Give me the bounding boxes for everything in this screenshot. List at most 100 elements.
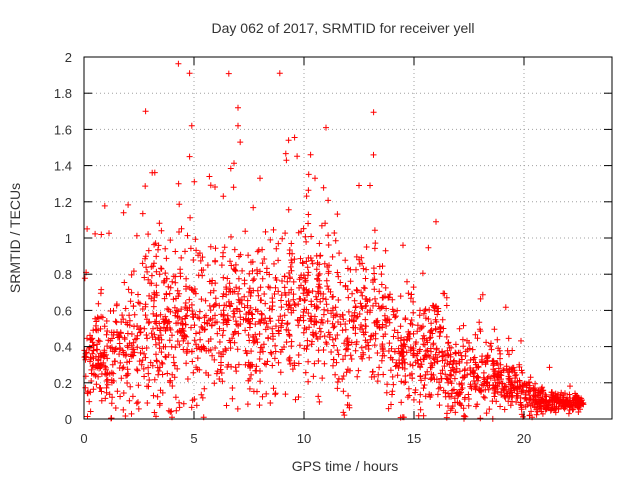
data-point [283,326,290,333]
data-point [314,276,321,283]
data-point [142,255,148,262]
data-point [407,361,414,368]
y-tick-label: 0.8 [54,267,72,282]
data-point [447,407,454,414]
chart-title: Day 062 of 2017, SRMTID for receiver yel… [212,20,475,36]
data-point [408,291,415,298]
data-point [538,385,545,392]
data-point [212,312,218,319]
data-point [461,372,468,379]
data-point [349,313,355,319]
data-point [184,348,191,355]
data-point [185,340,191,347]
data-point [427,329,434,336]
data-point [249,311,256,318]
data-point [143,332,150,338]
data-point [345,341,352,348]
data-point [502,304,509,311]
data-point [305,220,312,227]
data-point [414,357,421,364]
data-point [209,352,216,359]
data-point [366,297,373,303]
data-point [162,319,168,326]
data-point [333,359,340,366]
data-point [387,367,394,374]
data-point [398,349,405,356]
data-point [201,319,208,326]
data-point [117,330,124,337]
data-point [178,254,185,261]
data-point [335,273,342,280]
data-point [153,253,160,260]
data-point [375,303,382,310]
data-point [242,327,249,334]
data-point [399,364,406,371]
data-point [153,351,159,358]
data-point [206,173,213,180]
data-point [177,270,184,277]
data-point [317,253,323,259]
data-point [401,379,408,386]
data-point [225,70,232,77]
data-point [476,319,483,326]
data-point [171,362,178,369]
data-point [163,354,169,361]
data-point [191,178,198,185]
data-point [297,296,304,302]
data-point [189,313,196,320]
data-point [247,363,254,369]
data-point [418,361,425,368]
data-point [353,314,360,321]
data-point [235,290,242,297]
data-point [270,333,276,340]
grid-lines [84,57,612,419]
data-point [318,222,325,229]
data-point [442,357,449,363]
data-point [287,263,294,270]
data-point [314,304,321,311]
data-point [120,390,127,396]
data-point [101,202,108,209]
data-point [184,232,191,239]
data-point [443,302,450,309]
data-point [412,387,419,393]
data-point [224,321,231,328]
data-point [387,291,393,298]
data-point [382,284,389,291]
data-point [480,393,487,400]
data-point [272,284,279,291]
data-point [153,318,160,325]
data-point [342,257,349,264]
data-point [111,358,118,365]
data-point [285,206,292,213]
data-point [518,406,525,413]
data-point [479,291,486,298]
data-point [328,349,335,355]
data-point [552,409,559,416]
data-point [252,338,258,345]
data-point [138,361,145,368]
data-point [276,70,283,77]
data-point [94,341,101,348]
data-point [188,348,195,355]
data-point [549,389,556,396]
data-point [479,353,486,360]
data-point [449,364,456,371]
data-point [93,318,100,325]
data-point [390,333,397,340]
data-point [437,370,444,377]
x-tick-label: 15 [407,431,421,446]
data-point [133,366,140,373]
data-point [343,369,350,376]
data-point [519,388,526,395]
data-point [162,245,169,252]
data-point [98,397,105,404]
data-point [257,344,264,351]
data-point [196,308,203,315]
data-point [267,400,274,406]
data-point [272,348,279,355]
data-point [302,369,309,376]
data-point [120,406,127,413]
data-point [397,323,404,330]
data-point [154,364,161,371]
